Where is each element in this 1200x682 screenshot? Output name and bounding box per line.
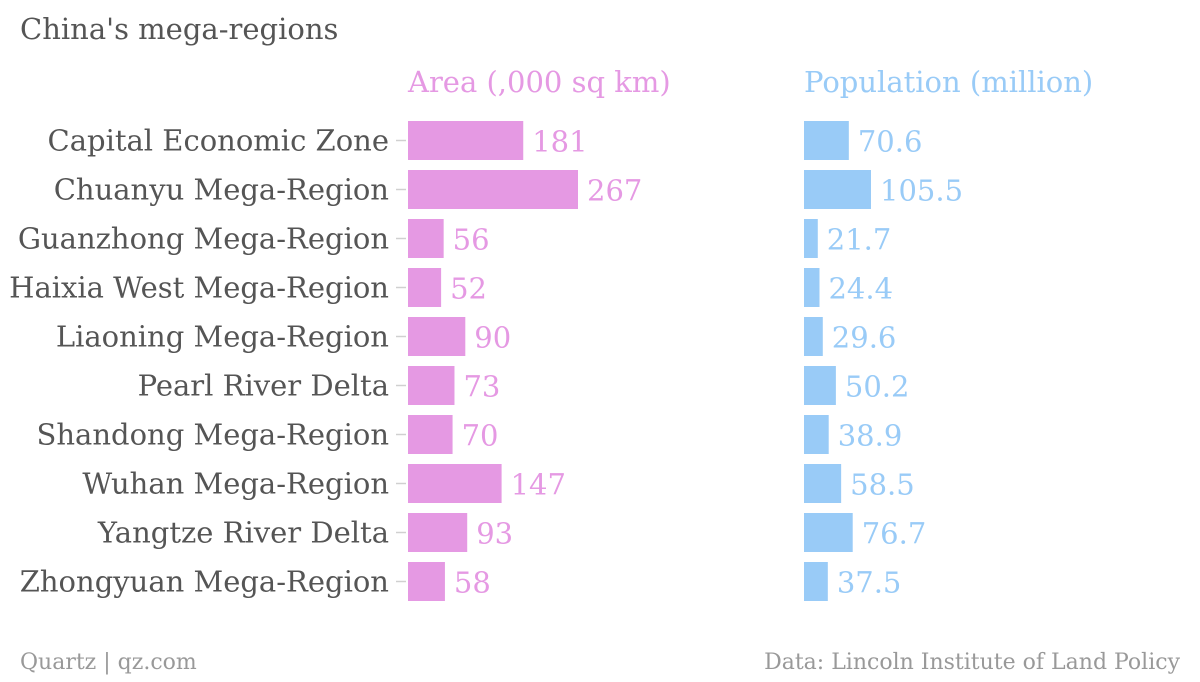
bar-population <box>804 121 849 160</box>
data-label-area: 267 <box>587 174 642 208</box>
category-label: Yangtze River Delta <box>97 516 389 550</box>
data-label-population: 58.5 <box>850 468 915 502</box>
data-label-area: 73 <box>463 370 500 404</box>
bar-area <box>408 562 445 601</box>
bar-area <box>408 268 442 307</box>
data-label-population: 70.6 <box>858 125 923 159</box>
bar-population <box>804 415 829 454</box>
bar-population <box>804 366 836 405</box>
footer-credit: Quartz | qz.com <box>20 650 197 675</box>
data-label-population: 50.2 <box>845 370 910 404</box>
bar-area <box>408 317 466 356</box>
bar-area <box>408 121 524 160</box>
category-label: Pearl River Delta <box>138 369 389 403</box>
bar-population <box>804 317 823 356</box>
data-label-area: 147 <box>511 468 566 502</box>
data-label-population: 21.7 <box>827 223 892 257</box>
data-label-area: 52 <box>450 272 487 306</box>
category-label: Chuanyu Mega-Region <box>54 173 389 207</box>
series-header-population: Population (million) <box>804 65 1093 99</box>
data-label-area: 90 <box>474 321 511 355</box>
bar-population <box>804 219 818 258</box>
data-label-area: 93 <box>476 517 513 551</box>
bar-area <box>408 513 468 552</box>
bar-population <box>804 513 853 552</box>
bar-population <box>804 464 842 503</box>
data-label-population: 38.9 <box>838 419 903 453</box>
bar-area <box>408 464 502 503</box>
category-label: Wuhan Mega-Region <box>82 467 389 501</box>
footer-source: Data: Lincoln Institute of Land Policy <box>764 650 1180 675</box>
bar-area <box>408 219 444 258</box>
series-header-area: Area (,000 sq km) <box>407 65 671 99</box>
category-label: Shandong Mega-Region <box>37 418 389 452</box>
bar-population <box>804 170 871 209</box>
bar-area <box>408 415 453 454</box>
chart-title: China's mega-regions <box>20 12 339 46</box>
category-label: Haixia West Mega-Region <box>9 271 389 305</box>
bar-population <box>804 268 820 307</box>
data-label-area: 181 <box>532 125 587 159</box>
data-label-population: 24.4 <box>828 272 893 306</box>
category-label: Zhongyuan Mega-Region <box>20 565 389 599</box>
data-label-population: 37.5 <box>837 566 902 600</box>
data-label-population: 105.5 <box>880 174 963 208</box>
bar-population <box>804 562 828 601</box>
data-label-population: 76.7 <box>862 517 927 551</box>
category-label: Guanzhong Mega-Region <box>18 222 389 256</box>
bar-area <box>408 366 455 405</box>
data-label-population: 29.6 <box>832 321 897 355</box>
data-label-area: 58 <box>454 566 491 600</box>
category-label: Liaoning Mega-Region <box>56 320 389 354</box>
data-label-area: 70 <box>462 419 499 453</box>
data-label-area: 56 <box>453 223 490 257</box>
bar-area <box>408 170 578 209</box>
category-label: Capital Economic Zone <box>48 124 389 158</box>
